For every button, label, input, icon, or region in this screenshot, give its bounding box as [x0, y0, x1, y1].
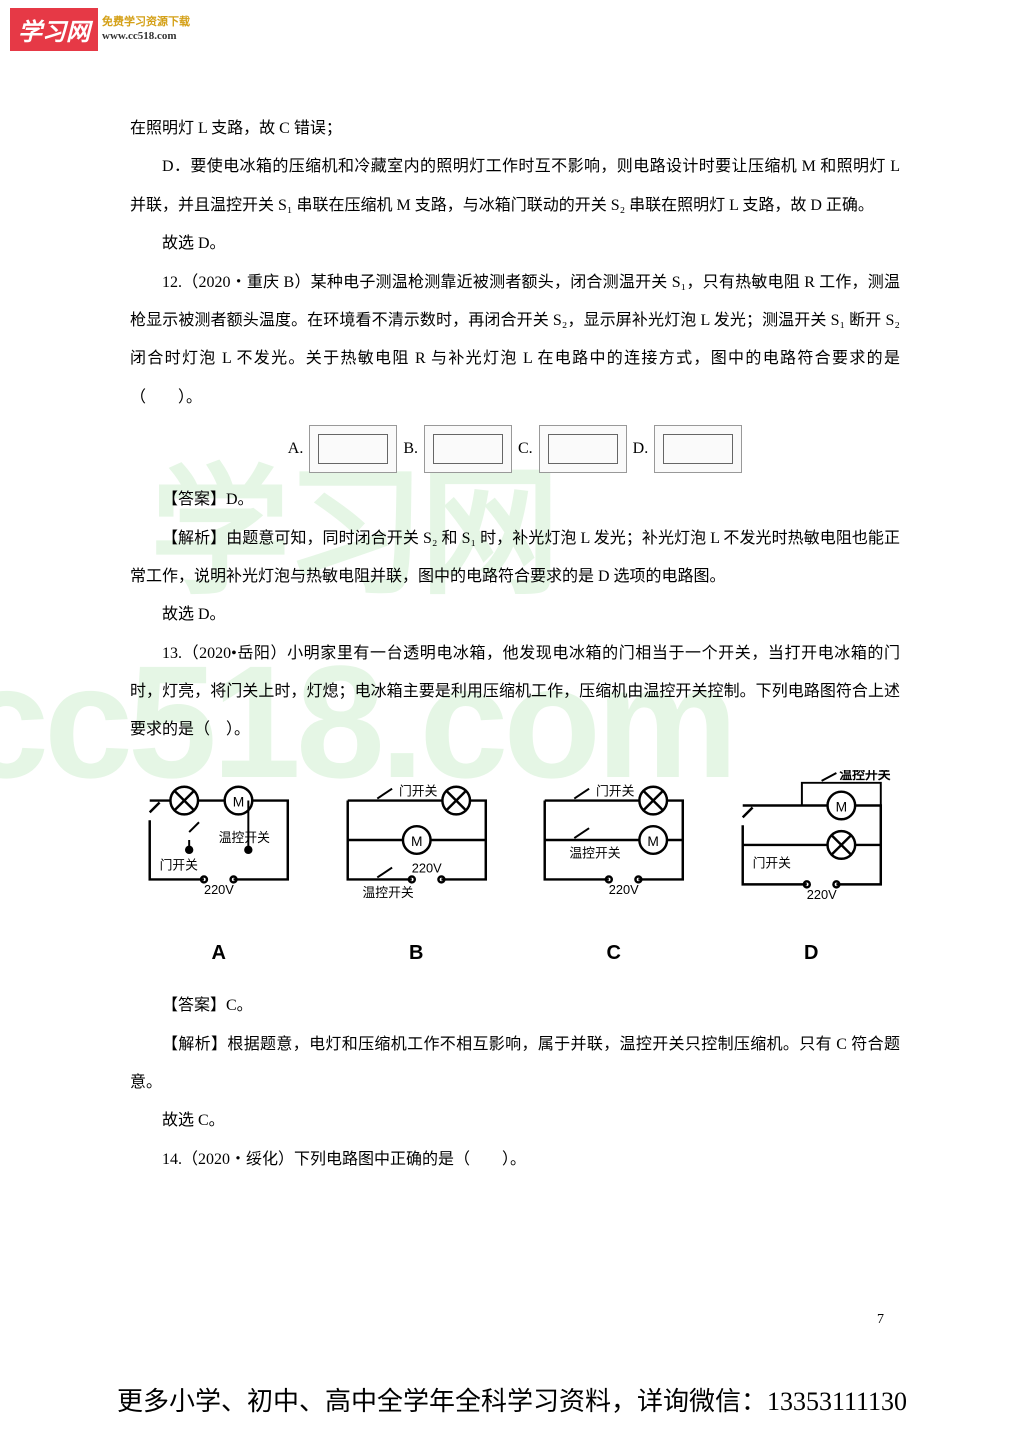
svg-text:M: M: [233, 794, 245, 809]
para-2: D．要使电冰箱的压缩机和冷藏室内的照明灯工作时互不影响，则电路设计时要让压缩机 …: [130, 148, 900, 225]
logo-badge: 学习网: [10, 8, 98, 51]
q13-circuits: M 门开关 温控开关 220V A: [130, 770, 900, 977]
option-b-label: B.: [403, 430, 418, 468]
svg-text:门开关: 门开关: [752, 855, 791, 870]
svg-text:温控开关: 温控开关: [362, 885, 413, 900]
para-1: 在照明灯 L 支路，故 C 错误；: [130, 110, 900, 148]
option-c-label: C.: [518, 430, 533, 468]
svg-text:M: M: [835, 799, 847, 814]
svg-text:门开关: 门开关: [399, 783, 438, 798]
svg-text:门开关: 门开关: [596, 783, 635, 798]
svg-text:220V: 220V: [609, 882, 639, 897]
circuit-b-svg: M 门开关 温控开关 220V: [328, 770, 506, 910]
document-body: 在照明灯 L 支路，故 C 错误； D．要使电冰箱的压缩机和冷藏室内的照明灯工作…: [130, 110, 900, 1179]
logo-text: 免费学习资源下载 www.cc518.com: [102, 16, 190, 42]
svg-text:温控开关: 温控开关: [839, 770, 890, 782]
circuit-d-label: D: [723, 929, 901, 977]
answer-13: 【答案】C。: [130, 987, 900, 1025]
circuit-a: M 门开关 温控开关 220V A: [130, 770, 308, 977]
voltage-label: 220V: [204, 882, 234, 897]
circuit-b: M 门开关 温控开关 220V B: [328, 770, 506, 977]
logo-tagline: 免费学习资源下载: [102, 16, 190, 29]
circuit-diagram-d-icon: [654, 425, 742, 473]
para-3: 故选 D。: [130, 225, 900, 263]
circuit-diagram-c-icon: [539, 425, 627, 473]
logo-url: www.cc518.com: [102, 30, 190, 43]
circuit-diagram-b-icon: [424, 425, 512, 473]
option-d-label: D.: [633, 430, 649, 468]
circuit-a-svg: M 门开关 温控开关 220V: [130, 770, 308, 910]
svg-text:M: M: [647, 834, 659, 849]
circuit-c-svg: M 门开关 温控开关 220V: [525, 770, 703, 910]
temp-switch-label: 温控开关: [219, 830, 270, 845]
circuit-c-label: C: [525, 929, 703, 977]
answer-12: 【答案】D。: [130, 481, 900, 519]
explanation-12: 【解析】由题意可知，同时闭合开关 S₂ 和 S₁ 时，补光灯泡 L 发光；补光灯…: [130, 520, 900, 597]
question-12: 12.（2020・重庆 B）某种电子测温枪测靠近被测者额头，闭合测温开关 S₁，…: [130, 264, 900, 418]
circuit-d: M 温控开关 门开关 220V D: [723, 770, 901, 977]
circuit-a-label: A: [130, 929, 308, 977]
svg-text:220V: 220V: [806, 887, 836, 902]
circuit-b-label: B: [328, 929, 506, 977]
svg-text:温控开关: 温控开关: [569, 846, 620, 861]
choice-13: 故选 C。: [130, 1102, 900, 1140]
site-logo: 学习网 免费学习资源下载 www.cc518.com: [10, 8, 190, 51]
q12-options: A. B. C. D.: [130, 425, 900, 473]
choice-12: 故选 D。: [130, 596, 900, 634]
circuit-c: M 门开关 温控开关 220V C: [525, 770, 703, 977]
circuit-d-svg: M 温控开关 门开关 220V: [723, 770, 901, 910]
footer-text: 更多小学、初中、高中全学年全科学习资料，详询微信：13353111130: [0, 1381, 1024, 1418]
question-13: 13.（2020•岳阳）小明家里有一台透明电冰箱，他发现电冰箱的门相当于一个开关…: [130, 635, 900, 750]
svg-text:220V: 220V: [411, 860, 441, 875]
svg-text:M: M: [411, 834, 423, 849]
page-number: 7: [877, 1312, 884, 1328]
circuit-diagram-a-icon: [309, 425, 397, 473]
door-switch-label: 门开关: [160, 857, 199, 872]
explanation-13: 【解析】根据题意，电灯和压缩机工作不相互影响，属于并联，温控开关只控制压缩机。只…: [130, 1026, 900, 1103]
question-14: 14.（2020・绥化）下列电路图中正确的是（ ）。: [130, 1141, 900, 1179]
option-a-label: A.: [288, 430, 304, 468]
